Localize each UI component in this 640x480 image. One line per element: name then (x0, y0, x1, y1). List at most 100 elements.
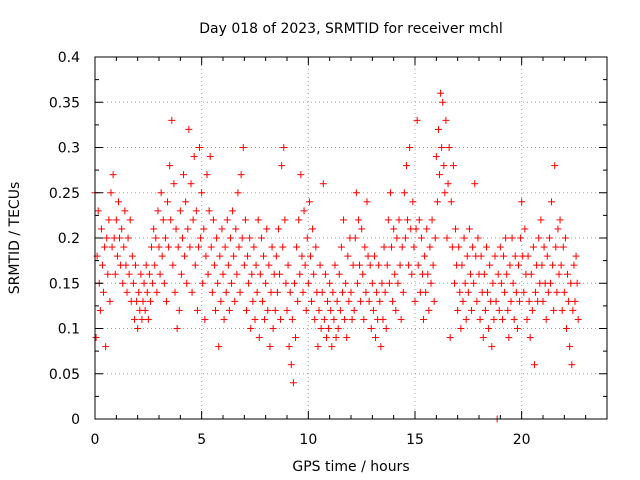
data-point (108, 243, 116, 251)
data-point (210, 261, 218, 269)
data-point (268, 243, 276, 251)
data-point (394, 279, 402, 287)
data-point (489, 279, 497, 287)
data-point (353, 279, 361, 287)
data-point (469, 243, 477, 251)
data-point (402, 162, 410, 170)
data-point (376, 297, 384, 305)
data-point (239, 144, 247, 151)
data-point (317, 325, 325, 332)
data-point (116, 234, 124, 242)
data-point (556, 216, 564, 224)
data-point (257, 234, 265, 242)
data-point (567, 279, 575, 287)
data-point (297, 171, 305, 179)
data-point (396, 261, 404, 269)
data-point (490, 315, 498, 323)
data-point (340, 216, 348, 224)
data-point (238, 234, 246, 242)
data-point (410, 243, 418, 251)
data-point (526, 334, 534, 342)
data-point (148, 243, 156, 251)
data-point (554, 225, 562, 233)
data-point (121, 207, 129, 215)
y-tick-label: 0.05 (49, 367, 80, 383)
data-point (252, 261, 260, 269)
data-point (466, 270, 474, 278)
data-point (125, 270, 133, 278)
data-point (267, 288, 275, 296)
y-tick-label: 0.25 (49, 186, 80, 202)
data-point (100, 288, 108, 296)
data-point (345, 297, 353, 305)
data-point (385, 279, 393, 287)
y-axis-label: SRMTID / TECUs (7, 182, 23, 295)
data-point (378, 279, 386, 287)
data-point (202, 252, 210, 260)
data-point (300, 207, 308, 215)
data-point (354, 216, 362, 224)
data-point (174, 243, 182, 251)
data-point (253, 288, 261, 296)
data-point (107, 189, 115, 197)
data-point (145, 270, 153, 278)
data-point (426, 243, 434, 251)
data-point (153, 288, 161, 296)
data-point (101, 243, 109, 251)
data-point (527, 270, 535, 278)
x-tick-label: 0 (91, 432, 100, 448)
data-point (199, 279, 207, 287)
data-point (367, 325, 375, 332)
data-point (213, 234, 221, 242)
data-point (214, 279, 222, 287)
data-point (476, 315, 484, 323)
data-point (177, 270, 185, 278)
y-tick-label: 0.4 (58, 50, 80, 66)
data-point (273, 288, 281, 296)
data-point (189, 216, 197, 224)
data-point (287, 361, 295, 369)
data-point (322, 334, 330, 342)
data-point (537, 216, 545, 224)
data-point (342, 279, 350, 287)
data-point (128, 252, 136, 260)
data-point (98, 261, 106, 269)
data-point (349, 261, 357, 269)
data-point (555, 270, 563, 278)
data-point (398, 243, 406, 251)
data-point (299, 288, 307, 296)
data-point (301, 261, 309, 269)
data-point (429, 261, 437, 269)
data-point (348, 315, 356, 323)
data-point (224, 261, 232, 269)
data-point (167, 216, 175, 224)
data-point (422, 288, 430, 296)
data-point (530, 361, 538, 369)
data-point (470, 279, 478, 287)
data-point (473, 297, 481, 305)
data-point (368, 279, 376, 287)
data-point (358, 225, 366, 233)
data-point (468, 306, 476, 314)
data-point (266, 343, 274, 351)
data-point (440, 162, 448, 170)
x-tick-labels: 0 5 10 15 20 (91, 432, 531, 448)
data-point (384, 216, 392, 224)
data-point (506, 261, 514, 269)
data-point (381, 288, 389, 296)
data-point (441, 189, 449, 197)
data-point (361, 243, 369, 251)
data-point (293, 243, 301, 251)
axis-ticks (94, 56, 607, 420)
data-point (406, 144, 414, 151)
x-tick-label: 15 (406, 432, 424, 448)
data-point (414, 261, 422, 269)
data-point (124, 234, 132, 242)
data-point (225, 306, 233, 314)
data-point (424, 270, 432, 278)
data-point (154, 207, 162, 215)
data-point (523, 315, 531, 323)
data-point (193, 306, 201, 314)
data-point (529, 243, 537, 251)
